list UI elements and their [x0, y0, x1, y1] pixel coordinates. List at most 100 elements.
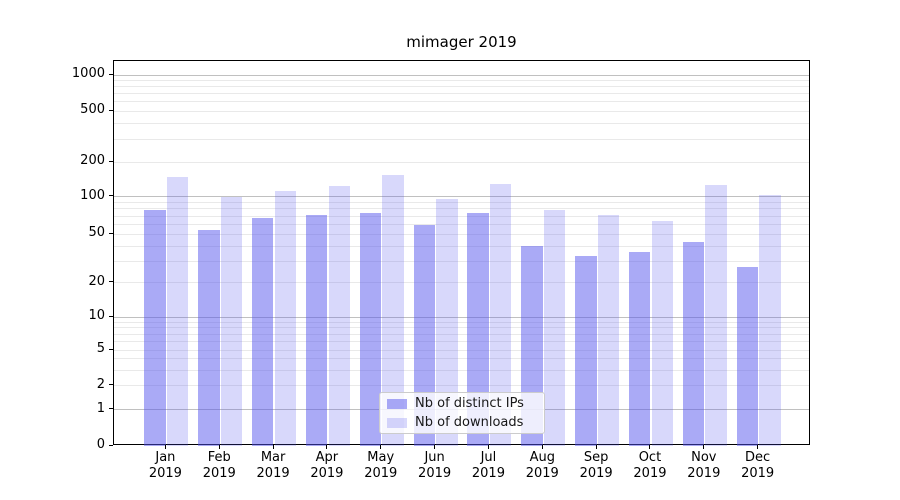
- bar-downloads: [436, 198, 458, 446]
- y-axis-tick-label: 0: [96, 437, 105, 452]
- x-axis-tick-label: Sep 2019: [579, 450, 613, 481]
- x-axis-tick: [595, 445, 597, 449]
- bar-downloads: [274, 190, 297, 446]
- legend-swatch-distinct-ips: [387, 398, 407, 409]
- bar-distinct-ips: [359, 213, 382, 446]
- x-axis-tick: [218, 445, 220, 449]
- bar-downloads: [705, 185, 727, 446]
- y-axis-tick-label: 2: [96, 376, 105, 392]
- grid-line: [114, 385, 809, 387]
- grid-line: [114, 282, 809, 284]
- grid-line: [114, 93, 809, 95]
- bar-downloads: [490, 184, 512, 446]
- y-axis-tick-label: 100: [80, 187, 105, 203]
- y-axis-tick: [109, 408, 113, 410]
- grid-line: [114, 341, 809, 343]
- x-axis-tick: [164, 445, 166, 449]
- x-axis-tick-label: Mar 2019: [256, 450, 290, 481]
- y-axis-tick-label: 20: [88, 273, 105, 289]
- bar-distinct-ips: [252, 218, 274, 446]
- y-axis-tick: [109, 348, 113, 350]
- grid-line: [114, 101, 809, 103]
- x-axis-tick-label: Jul 2019: [471, 450, 505, 481]
- legend-item: Nb of distinct IPs: [387, 395, 544, 412]
- y-axis-tick-label: 1: [96, 400, 105, 416]
- grid-line: [114, 86, 809, 88]
- bar-downloads: [328, 186, 350, 446]
- x-axis-tick: [703, 445, 705, 449]
- x-axis-tick-label: May 2019: [364, 450, 398, 481]
- grid-line: [114, 161, 809, 163]
- grid-line: [114, 327, 809, 329]
- y-axis-tick-label: 50: [88, 225, 105, 241]
- x-axis-tick-label: Jun 2019: [418, 450, 452, 481]
- bar-distinct-ips: [575, 256, 597, 446]
- bar-distinct-ips: [628, 251, 651, 446]
- bar-downloads: [220, 196, 243, 446]
- legend-item: Nb of downloads: [387, 414, 544, 431]
- bar-distinct-ips: [736, 266, 759, 446]
- bar-distinct-ips: [682, 242, 705, 446]
- y-axis-tick: [109, 315, 113, 317]
- y-axis-tick: [109, 160, 113, 162]
- grid-line: [114, 260, 809, 262]
- x-axis-tick-label: Aug 2019: [525, 450, 559, 481]
- grid-line: [114, 122, 809, 124]
- x-axis-tick: [272, 445, 274, 449]
- grid-line-major: [114, 316, 809, 318]
- y-axis-tick: [109, 73, 113, 75]
- grid-line: [114, 208, 809, 210]
- bar-downloads: [651, 220, 673, 446]
- grid-line: [114, 369, 809, 371]
- y-axis-tick: [109, 444, 113, 446]
- bar-downloads: [382, 175, 404, 446]
- grid-line-major: [114, 196, 809, 198]
- x-axis-tick: [487, 445, 489, 449]
- bar-distinct-ips: [413, 225, 435, 446]
- bar-distinct-ips: [198, 230, 220, 446]
- grid-line: [114, 358, 809, 360]
- y-axis-tick: [109, 232, 113, 234]
- x-axis-tick-label: Apr 2019: [310, 450, 344, 481]
- y-axis-tick-label: 5: [96, 341, 105, 357]
- bar-downloads: [759, 194, 781, 446]
- grid-line: [114, 333, 809, 335]
- grid-line: [114, 138, 809, 140]
- bar-distinct-ips: [467, 213, 489, 446]
- grid-line: [114, 321, 809, 323]
- x-axis-tick-label: Jan 2019: [148, 450, 182, 481]
- y-axis-tick-label: 500: [80, 102, 105, 117]
- x-axis-tick: [649, 445, 651, 449]
- legend-swatch-downloads: [387, 417, 407, 428]
- grid-line: [114, 349, 809, 351]
- x-axis-tick: [541, 445, 543, 449]
- grid-line: [114, 215, 809, 217]
- y-axis-tick-label: 200: [80, 153, 105, 168]
- bar-downloads: [167, 176, 189, 446]
- x-axis-tick-label: Feb 2019: [202, 450, 236, 481]
- y-axis-tick-label: 10: [88, 308, 105, 323]
- x-axis-tick-label: Nov 2019: [687, 450, 721, 481]
- bar-downloads: [597, 215, 620, 446]
- bar-distinct-ips: [305, 215, 328, 446]
- legend-label: Nb of downloads: [415, 415, 524, 430]
- x-axis-tick-label: Oct 2019: [633, 450, 667, 481]
- y-axis-tick: [109, 384, 113, 386]
- plot-area: [113, 60, 810, 446]
- grid-line: [114, 233, 809, 235]
- y-axis-tick-label: 1000: [71, 66, 105, 81]
- bar-distinct-ips: [144, 210, 166, 446]
- grid-line-major: [114, 74, 809, 76]
- grid-line: [114, 245, 809, 247]
- x-axis-tick: [757, 445, 759, 449]
- x-axis-tick: [434, 445, 436, 449]
- legend: Nb of distinct IPs Nb of downloads: [379, 392, 545, 434]
- grid-line: [114, 79, 809, 81]
- legend-label: Nb of distinct IPs: [415, 396, 524, 411]
- x-axis-tick: [380, 445, 382, 449]
- grid-line: [114, 223, 809, 225]
- grid-line: [114, 110, 809, 112]
- grid-line: [114, 201, 809, 203]
- chart-title: mimager 2019: [406, 33, 517, 51]
- y-axis-tick: [109, 109, 113, 111]
